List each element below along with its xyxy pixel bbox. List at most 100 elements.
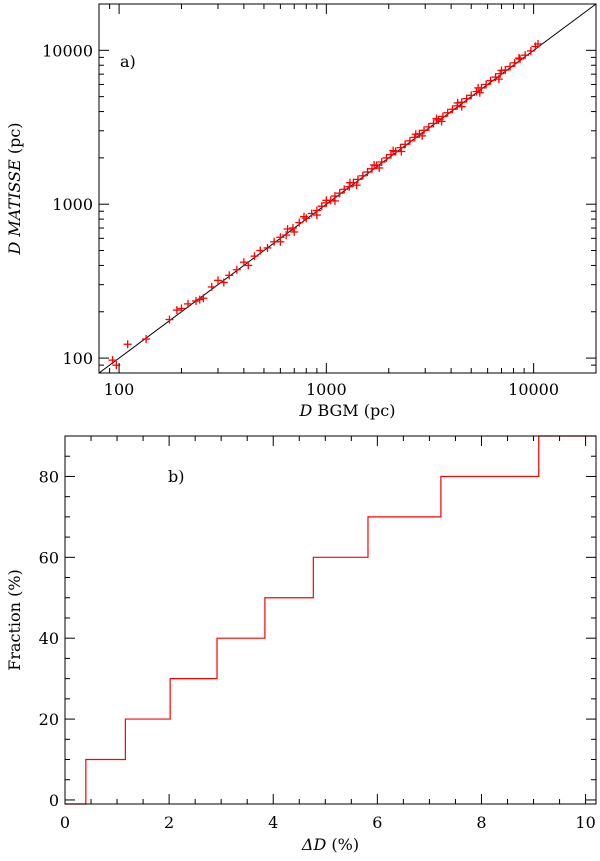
data-point bbox=[239, 258, 248, 267]
x-tick-label: 4 bbox=[268, 813, 278, 832]
data-point bbox=[510, 58, 519, 67]
plot-frame bbox=[64, 435, 597, 805]
x-tick-label: 0 bbox=[60, 813, 70, 832]
data-point bbox=[312, 211, 321, 220]
data-point bbox=[322, 196, 331, 205]
step-panel: 0 2 4 6 8 10 0 20 40 60 80 b) ΔD (%) Fraction (%) bbox=[5, 435, 597, 854]
data-point bbox=[397, 147, 406, 156]
data-point bbox=[370, 160, 379, 169]
data-point bbox=[219, 278, 228, 287]
data-point bbox=[307, 209, 316, 218]
data-point bbox=[165, 315, 174, 324]
data-point bbox=[424, 122, 433, 131]
data-point bbox=[514, 54, 523, 63]
x-tick-label: 100 bbox=[104, 380, 135, 399]
data-point bbox=[497, 66, 506, 75]
cumulative-step-line bbox=[65, 435, 596, 805]
y-tick-label: 60 bbox=[39, 548, 59, 567]
data-point bbox=[448, 105, 457, 114]
y-axis-label: Fraction (%) bbox=[5, 569, 24, 671]
data-point bbox=[506, 62, 515, 71]
data-point bbox=[438, 112, 447, 121]
data-point bbox=[345, 178, 354, 187]
data-point bbox=[199, 294, 208, 303]
data-point bbox=[533, 39, 542, 48]
data-point bbox=[405, 136, 414, 145]
data-point bbox=[317, 202, 326, 211]
data-point bbox=[482, 80, 491, 89]
scatter-points bbox=[108, 39, 542, 370]
data-point bbox=[443, 108, 452, 117]
data-point bbox=[475, 88, 484, 97]
data-point bbox=[386, 150, 395, 159]
data-point bbox=[467, 91, 476, 100]
data-point bbox=[516, 54, 525, 63]
data-point bbox=[195, 295, 204, 304]
data-point bbox=[429, 119, 438, 128]
data-point bbox=[213, 276, 222, 285]
data-point bbox=[225, 271, 234, 280]
data-point bbox=[123, 340, 132, 349]
y-axis-label: D MATISSE (pc) bbox=[5, 122, 24, 255]
data-point bbox=[288, 224, 297, 233]
data-point bbox=[396, 143, 405, 152]
x-tick-label: 6 bbox=[372, 813, 382, 832]
data-point bbox=[377, 158, 386, 167]
data-point bbox=[462, 94, 471, 103]
data-point bbox=[358, 171, 367, 180]
data-point bbox=[172, 306, 181, 315]
x-tick-label: 8 bbox=[476, 813, 486, 832]
data-point bbox=[457, 102, 466, 111]
data-point bbox=[353, 175, 362, 184]
plot-frame bbox=[98, 3, 597, 374]
data-point bbox=[256, 246, 265, 255]
x-axis-label: D BGM (pc) bbox=[299, 401, 396, 420]
minor-ticks bbox=[99, 4, 596, 373]
data-point bbox=[389, 146, 398, 155]
data-point bbox=[472, 87, 481, 96]
panel-label-b: b) bbox=[168, 467, 184, 486]
data-point bbox=[335, 189, 344, 198]
data-point bbox=[437, 117, 446, 126]
data-point bbox=[142, 335, 151, 344]
data-point bbox=[263, 243, 272, 252]
data-point bbox=[432, 114, 441, 123]
y-tick-label: 20 bbox=[39, 710, 59, 729]
data-point bbox=[183, 299, 192, 308]
data-point bbox=[411, 130, 420, 139]
data-point bbox=[494, 75, 503, 84]
data-point bbox=[486, 76, 495, 85]
data-point bbox=[330, 196, 339, 205]
x-axis-label: ΔD (%) bbox=[301, 835, 359, 854]
data-point bbox=[420, 126, 429, 135]
data-point bbox=[521, 51, 530, 60]
data-point bbox=[363, 167, 372, 176]
x-tick-label: 10000 bbox=[508, 380, 559, 399]
y-tick-label: 100 bbox=[62, 349, 93, 368]
y-tick-label: 40 bbox=[39, 629, 59, 648]
data-point bbox=[108, 356, 117, 365]
y-tick-label: 80 bbox=[39, 467, 59, 486]
data-point bbox=[340, 185, 349, 194]
y-tick-label: 1000 bbox=[52, 195, 93, 214]
data-point bbox=[276, 237, 285, 246]
scatter-panel: 100 1000 10000 100 1000 10000 a) D BGM (pc) D MA… bbox=[5, 3, 597, 420]
y-tick-label: 10000 bbox=[42, 41, 93, 60]
data-point bbox=[282, 231, 291, 240]
minor-ticks bbox=[65, 436, 596, 804]
data-point bbox=[250, 252, 259, 261]
x-tick-label: 1000 bbox=[306, 380, 347, 399]
data-point bbox=[191, 296, 200, 305]
data-point bbox=[453, 98, 462, 107]
data-point bbox=[418, 131, 427, 140]
data-point bbox=[232, 265, 241, 274]
data-point bbox=[401, 140, 410, 149]
data-point bbox=[345, 182, 354, 191]
data-point bbox=[474, 83, 483, 92]
data-point bbox=[244, 261, 253, 270]
data-point bbox=[352, 181, 361, 190]
data-point bbox=[177, 304, 186, 313]
data-point bbox=[382, 153, 391, 162]
data-point bbox=[207, 282, 216, 291]
